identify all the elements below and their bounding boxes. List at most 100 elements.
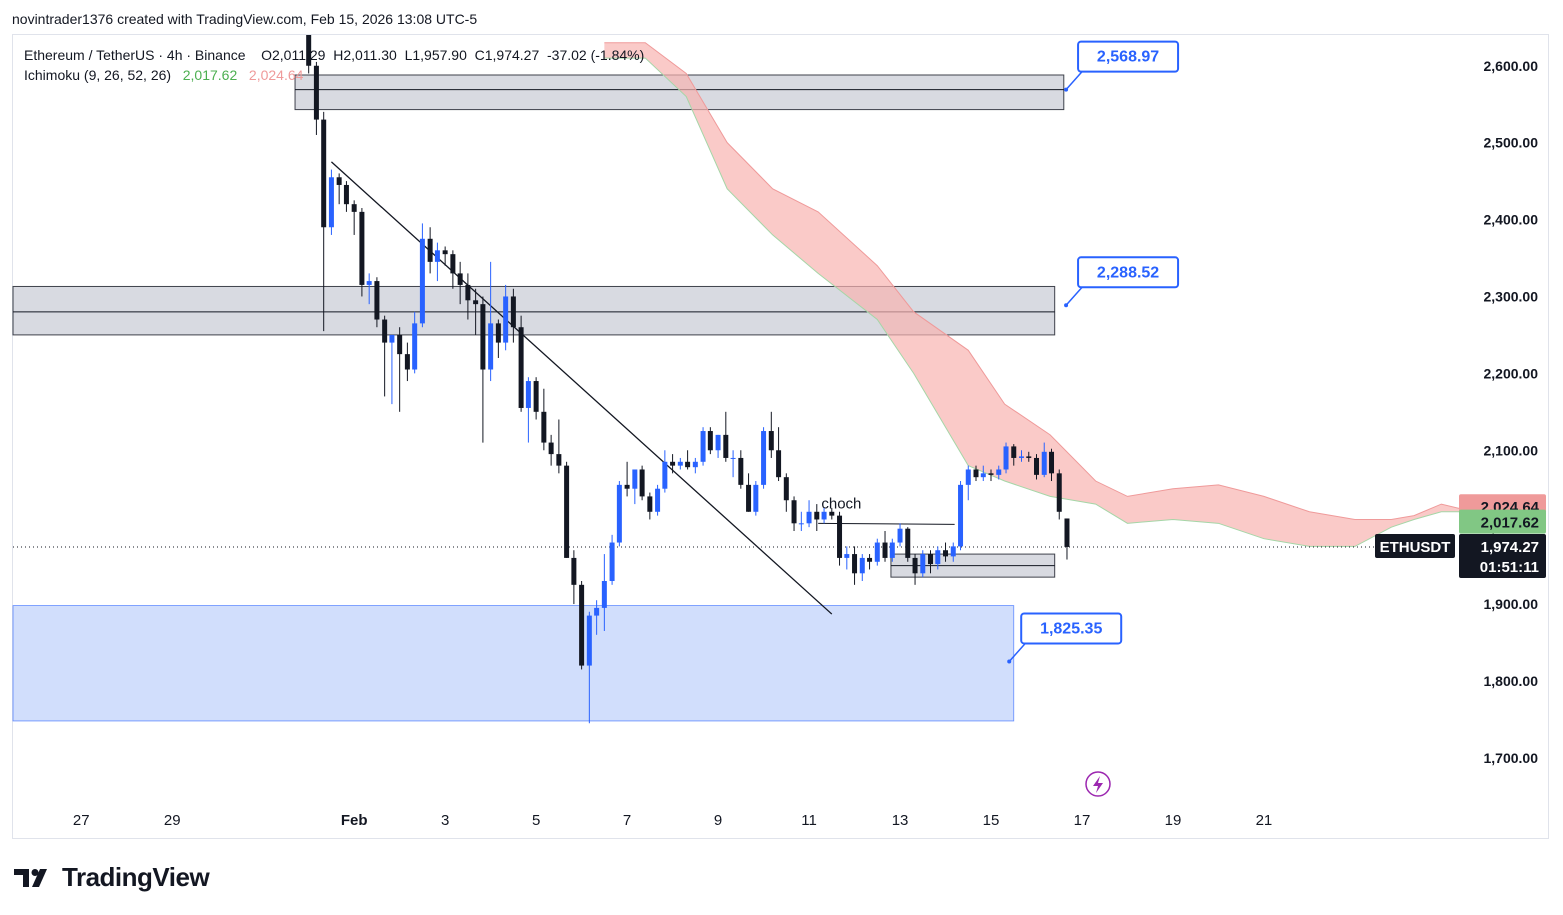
candle[interactable] (359, 208, 365, 297)
candle[interactable] (442, 246, 448, 266)
candle[interactable] (943, 542, 949, 562)
candle[interactable] (624, 461, 630, 497)
candle[interactable] (852, 546, 858, 585)
candle[interactable] (905, 527, 911, 562)
candle[interactable] (457, 261, 463, 305)
candle[interactable] (897, 523, 903, 547)
candle[interactable] (1003, 442, 1009, 474)
candle[interactable] (1064, 518, 1070, 560)
candle[interactable] (1026, 451, 1032, 462)
candle[interactable] (1056, 469, 1062, 520)
candle[interactable] (465, 273, 471, 320)
candle[interactable] (889, 538, 895, 562)
candle[interactable] (685, 450, 691, 470)
candle[interactable] (601, 554, 607, 631)
candle[interactable] (677, 457, 683, 470)
candle[interactable] (616, 481, 622, 547)
candle[interactable] (632, 469, 638, 505)
candle[interactable] (814, 504, 820, 532)
candle[interactable] (328, 169, 334, 235)
candle[interactable] (655, 484, 661, 516)
candle[interactable] (829, 507, 835, 520)
candle[interactable] (450, 250, 456, 289)
candle[interactable] (306, 35, 312, 74)
candle[interactable] (753, 481, 759, 516)
candle[interactable] (313, 61, 319, 135)
candle[interactable] (473, 288, 479, 335)
candle[interactable] (510, 288, 516, 343)
candle[interactable] (837, 511, 843, 566)
candle[interactable] (412, 311, 418, 374)
candle[interactable] (1049, 448, 1055, 482)
candle[interactable] (647, 492, 653, 520)
candle[interactable] (761, 427, 767, 489)
candle[interactable] (700, 427, 706, 466)
candle[interactable] (564, 461, 570, 558)
candle[interactable] (965, 465, 971, 501)
candle[interactable] (609, 534, 615, 585)
candle[interactable] (480, 296, 486, 443)
candle[interactable] (419, 223, 425, 328)
candle[interactable] (336, 173, 342, 205)
price-callout-box[interactable] (1077, 40, 1180, 73)
candle[interactable] (579, 580, 585, 670)
candle[interactable] (321, 111, 327, 332)
candle[interactable] (844, 546, 850, 570)
lightning-icon[interactable] (1085, 771, 1111, 797)
candle[interactable] (1041, 442, 1047, 478)
candle[interactable] (783, 473, 789, 512)
candle[interactable] (776, 427, 782, 482)
candle[interactable] (488, 261, 494, 382)
candle[interactable] (958, 481, 964, 551)
candle[interactable] (404, 342, 410, 382)
candle[interactable] (912, 554, 918, 585)
candle[interactable] (397, 327, 403, 412)
candle[interactable] (495, 319, 501, 358)
candle[interactable] (723, 411, 729, 462)
candle[interactable] (867, 554, 873, 570)
candle[interactable] (670, 454, 676, 474)
candle[interactable] (730, 450, 736, 478)
candle[interactable] (882, 531, 888, 562)
candle[interactable] (1018, 450, 1024, 462)
candle[interactable] (556, 419, 562, 474)
descending-trendline[interactable] (330, 161, 833, 615)
candle[interactable] (768, 411, 774, 458)
candle[interactable] (382, 315, 388, 397)
candle[interactable] (988, 469, 994, 482)
candle[interactable] (950, 542, 956, 562)
candle[interactable] (427, 227, 433, 274)
candle[interactable] (859, 554, 865, 581)
candle[interactable] (548, 434, 554, 466)
candle[interactable] (980, 465, 986, 482)
candle[interactable] (389, 334, 395, 405)
candle[interactable] (798, 511, 804, 532)
candle[interactable] (973, 465, 979, 482)
candle[interactable] (821, 507, 827, 524)
candle[interactable] (692, 457, 698, 474)
candle[interactable] (518, 315, 524, 412)
candle[interactable] (525, 377, 531, 443)
candle[interactable] (935, 546, 941, 570)
candle[interactable] (920, 550, 926, 578)
legend-indicator[interactable]: Ichimoku (9, 26, 52, 26) (24, 67, 172, 83)
candle[interactable] (874, 538, 880, 566)
candle[interactable] (594, 600, 600, 635)
symbol-tag[interactable] (1375, 533, 1455, 558)
candle[interactable] (806, 500, 812, 528)
candle[interactable] (928, 550, 934, 574)
candle[interactable] (1011, 444, 1017, 466)
candle[interactable] (662, 450, 668, 493)
candle[interactable] (351, 200, 357, 235)
tradingview-logo[interactable]: TradingView (14, 862, 210, 893)
price-callout-box[interactable] (1077, 256, 1180, 289)
candle[interactable] (707, 427, 713, 455)
candle[interactable] (746, 473, 752, 512)
candle[interactable] (791, 496, 797, 532)
candle[interactable] (541, 388, 547, 451)
candle[interactable] (715, 434, 721, 458)
price-callout-box[interactable] (1020, 612, 1123, 645)
demand-zone[interactable] (12, 605, 1015, 722)
candle[interactable] (533, 377, 539, 420)
